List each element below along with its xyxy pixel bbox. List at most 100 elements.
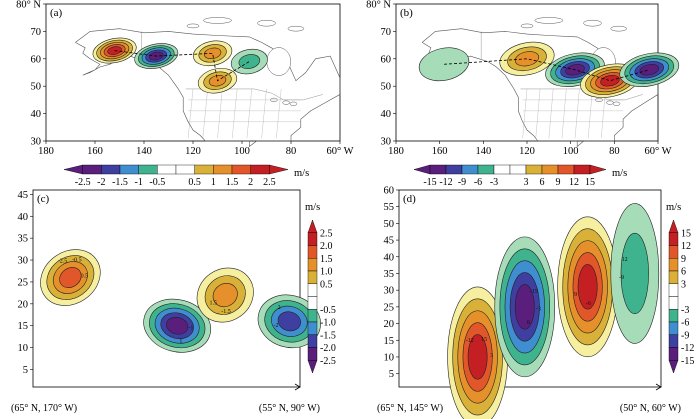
y-tick-label: 40 [31,109,42,120]
colorbar-swatch [668,283,679,297]
colorbar: -2.5 -2 -1.5 -1 -0.5 0.5 1 1.5 2 2.5 m/s [63,164,309,188]
contour-shell [514,284,535,330]
section-arrow [655,383,662,391]
state-line [232,88,238,139]
y-tick-label: 35 [384,269,395,280]
contour-label: -2 [274,323,279,329]
island [287,25,305,32]
contour-label: -3 [536,307,541,313]
colorbar-tick-label: -6 [474,177,482,188]
colorbar-tick-label: -2.5 [320,356,336,367]
colorbar-tick-label: 2.5 [320,228,333,239]
x-tick-label: 140 [475,146,491,157]
colorbar-tick-label: -0.5 [320,305,336,316]
y-tick-label: 40 [18,212,29,223]
y-tick-label: 20 [18,299,29,310]
colorbar-tick-label: -0.5 [149,177,165,188]
contour-label: -9 [619,275,624,281]
state-line [187,88,194,139]
colorbar-tick-label: 15 [681,228,691,239]
y-tick-label: 30 [18,256,29,267]
anomaly-3 [619,52,680,87]
colorbar-swatch [477,164,495,175]
contour-label: 6 [527,320,530,326]
y-tick-label: 35 [18,234,29,245]
colorbar-swatch [82,164,102,175]
colorbar-tick-label: 6 [681,267,686,278]
x-start-label: (65° N, 145° W) [377,403,443,414]
contour-shell [620,232,649,315]
contour-shell [277,311,301,332]
map-panel-b: 180 160 140 120 100 80 60° W 30 40 50 60 70 80° N (b)… [366,0,680,188]
colorbar-swatch [213,164,233,175]
colorbar-swatch [250,164,270,175]
colorbar-tick-label: 15 [585,177,595,188]
panel-label: (d) [403,193,416,205]
y-tick-label: 5 [23,365,28,376]
colorbar-tick-label: -15 [681,356,694,367]
section-feature-1 [494,236,556,378]
colorbar-tick-label: 1.0 [320,267,333,278]
colorbar-unit: m/s [666,202,681,213]
contour-label: 1 [179,339,182,345]
colorbar-tick-label: -1 [134,177,142,188]
colorbar-tick-label: 6 [540,177,545,188]
colorbar-unit: m/s [612,168,627,179]
colorbar-swatch [509,164,527,175]
y-tick-label: 70 [381,27,392,38]
y-tick-label: 10 [18,343,29,354]
map-frame [45,3,341,142]
contour-shell [467,334,488,380]
colorbar-swatch [668,232,679,246]
colorbar-tick-label: -2.0 [320,343,336,354]
contour-label: -12 [466,338,474,344]
section-feature-0 [447,286,508,419]
y-tick-label: 20 [384,319,395,330]
colorbar-swatch [307,283,318,297]
island [583,19,602,27]
section-feature-2 [196,267,254,323]
colorbar-swatch [307,309,318,323]
y-tick-label: 10 [384,352,395,363]
x-tick-label: 80 [286,146,297,157]
section-panel-c: 5 10 15 20 25 30 35 40 45 (c) (65° N, 170° W) (55° … [11,189,336,414]
contour-label: 9 [574,292,577,298]
x-tick-label: 60° W [644,146,671,157]
colorbar-tick-label: 1 [211,177,216,188]
colorbar-swatch [557,164,575,175]
contour-label: 12 [622,257,628,263]
x-tick-label: 160 [432,146,448,157]
colorbar-tick-label: 1.5 [226,177,239,188]
section-feature-2 [557,216,618,358]
anomaly-2 [192,40,233,67]
island [257,19,276,27]
colorbar-tick-label: 0.5 [188,177,201,188]
colorbar-swatch [157,164,177,175]
colorbar-unit: m/s [294,168,309,179]
colorbar-tick-label: 12 [681,241,691,252]
colorbar-tick-label: 3 [524,177,529,188]
x-tick-label: 120 [185,146,201,157]
colorbar-swatch [307,296,318,310]
y-tick-label: 55 [384,202,395,213]
colorbar-arrow [63,164,83,175]
colorbar-tick-label: 2.0 [320,241,333,252]
contour-label: -1 [188,326,193,332]
colorbar-swatch [445,164,463,175]
section-panel-d: 5 10 15 20 25 30 35 40 45 50 55 60 (d) (65° N, 145° W… [377,186,694,419]
colorbar-swatch [668,334,679,348]
colorbar-tick-label: 9 [681,254,686,265]
colorbar-swatch [307,245,318,259]
island [534,17,564,24]
colorbar-swatch [119,164,139,175]
section-feature-0 [40,249,101,306]
colorbar-arrow [269,164,289,175]
y-tick-label: 60 [381,54,392,65]
contour-label: -1.5 [221,309,231,315]
colorbar-swatch [138,164,158,175]
y-tick-label: 25 [18,277,29,288]
colorbar: m/s 15 12 9 63 -3 -6-9 -12 -15 [666,202,694,374]
island [203,17,232,24]
colorbar-unit: m/s [305,202,320,213]
x-tick-label: 180 [38,146,54,157]
